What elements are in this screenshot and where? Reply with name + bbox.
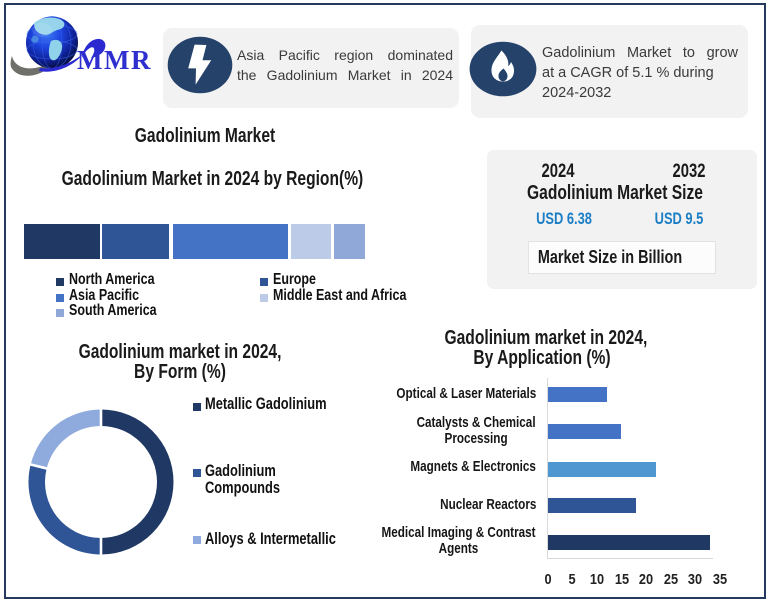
svg-text:MMR: MMR bbox=[77, 45, 152, 75]
